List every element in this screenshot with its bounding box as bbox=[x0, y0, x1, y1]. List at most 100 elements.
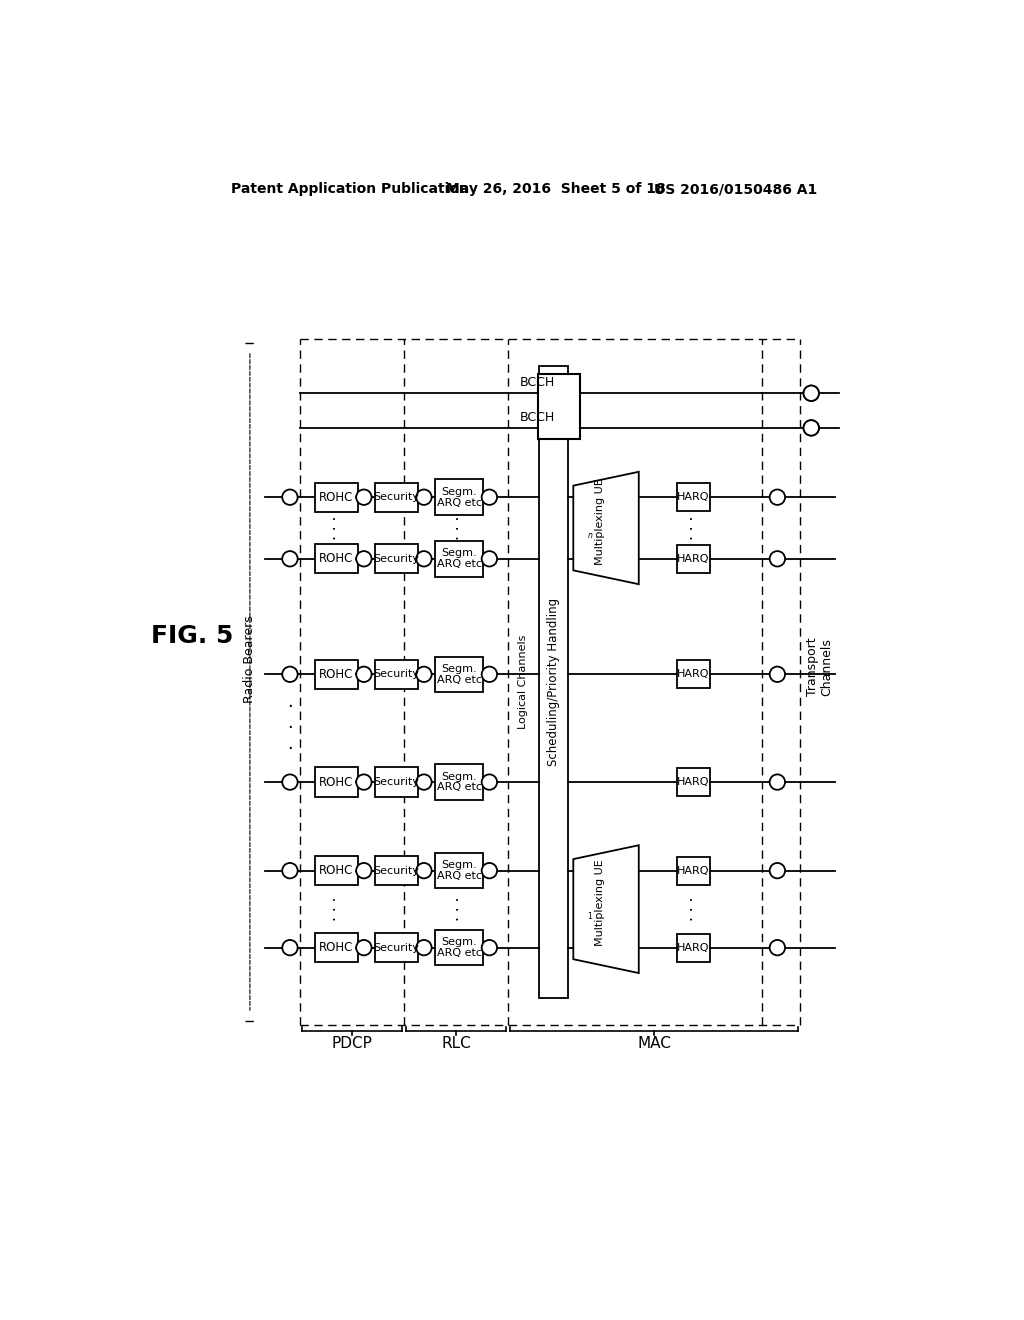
Circle shape bbox=[283, 667, 298, 682]
Bar bbox=[677, 933, 710, 961]
Circle shape bbox=[416, 775, 432, 789]
Text: May 26, 2016  Sheet 5 of 18: May 26, 2016 Sheet 5 of 18 bbox=[446, 182, 666, 197]
Bar bbox=[315, 857, 357, 886]
Bar bbox=[538, 374, 581, 440]
Text: Segm.: Segm. bbox=[441, 664, 477, 675]
Circle shape bbox=[804, 420, 819, 436]
Text: ARQ etc: ARQ etc bbox=[437, 498, 482, 508]
Text: · · ·: · · · bbox=[452, 898, 467, 921]
Bar bbox=[376, 933, 418, 962]
Circle shape bbox=[356, 863, 372, 878]
Text: Security: Security bbox=[374, 554, 420, 564]
Text: Segm.: Segm. bbox=[441, 548, 477, 558]
Circle shape bbox=[770, 552, 785, 566]
Text: Transport
Channels: Transport Channels bbox=[806, 638, 834, 696]
Bar bbox=[435, 541, 483, 577]
Bar bbox=[315, 483, 357, 512]
Text: $_1$: $_1$ bbox=[587, 911, 594, 923]
Text: BCCH: BCCH bbox=[519, 411, 555, 424]
Text: Multiplexing UE: Multiplexing UE bbox=[595, 859, 605, 946]
Bar bbox=[435, 929, 483, 965]
Bar bbox=[435, 764, 483, 800]
Text: Scheduling/Priority Handling: Scheduling/Priority Handling bbox=[547, 598, 560, 766]
Bar bbox=[376, 660, 418, 689]
Bar bbox=[376, 544, 418, 573]
Circle shape bbox=[481, 667, 497, 682]
Text: Patent Application Publication: Patent Application Publication bbox=[230, 182, 468, 197]
Text: Security: Security bbox=[374, 866, 420, 875]
Text: · · ·: · · · bbox=[329, 516, 344, 540]
Bar bbox=[376, 767, 418, 797]
Circle shape bbox=[770, 667, 785, 682]
Text: Multiplexing UE: Multiplexing UE bbox=[595, 478, 605, 565]
Text: RLC: RLC bbox=[441, 1036, 471, 1051]
Text: Logical Channels: Logical Channels bbox=[518, 635, 528, 729]
Text: ARQ etc: ARQ etc bbox=[437, 783, 482, 792]
Bar bbox=[435, 479, 483, 515]
Circle shape bbox=[356, 490, 372, 506]
Circle shape bbox=[416, 490, 432, 506]
Text: ROHC: ROHC bbox=[319, 776, 353, 788]
Text: ROHC: ROHC bbox=[319, 865, 353, 878]
Bar bbox=[315, 660, 357, 689]
Circle shape bbox=[283, 940, 298, 956]
Text: Security: Security bbox=[374, 777, 420, 787]
Text: ROHC: ROHC bbox=[319, 552, 353, 565]
Text: · · ·: · · · bbox=[452, 516, 467, 540]
Circle shape bbox=[770, 940, 785, 956]
Text: FIG. 5: FIG. 5 bbox=[151, 624, 233, 648]
Bar bbox=[435, 656, 483, 692]
Circle shape bbox=[804, 385, 819, 401]
Circle shape bbox=[356, 940, 372, 956]
Circle shape bbox=[481, 552, 497, 566]
Text: ARQ etc: ARQ etc bbox=[437, 871, 482, 880]
Text: HARQ: HARQ bbox=[677, 492, 710, 502]
Text: ROHC: ROHC bbox=[319, 941, 353, 954]
Text: Segm.: Segm. bbox=[441, 772, 477, 781]
Circle shape bbox=[804, 420, 819, 436]
Text: ROHC: ROHC bbox=[319, 668, 353, 681]
Text: HARQ: HARQ bbox=[677, 942, 710, 953]
Bar bbox=[677, 483, 710, 511]
Circle shape bbox=[283, 552, 298, 566]
Polygon shape bbox=[573, 845, 639, 973]
Circle shape bbox=[416, 552, 432, 566]
Circle shape bbox=[481, 775, 497, 789]
Bar bbox=[376, 857, 418, 886]
Circle shape bbox=[356, 775, 372, 789]
Text: Radio Bearers: Radio Bearers bbox=[244, 615, 256, 702]
Bar bbox=[315, 767, 357, 797]
Circle shape bbox=[356, 667, 372, 682]
Text: Security: Security bbox=[374, 942, 420, 953]
Text: ARQ etc: ARQ etc bbox=[437, 948, 482, 958]
Circle shape bbox=[481, 490, 497, 506]
Bar bbox=[539, 367, 568, 998]
Text: HARQ: HARQ bbox=[677, 554, 710, 564]
Text: $_n$: $_n$ bbox=[587, 531, 594, 541]
Circle shape bbox=[481, 940, 497, 956]
Polygon shape bbox=[573, 471, 639, 585]
Circle shape bbox=[481, 863, 497, 878]
Text: BCCH: BCCH bbox=[519, 376, 555, 389]
Text: HARQ: HARQ bbox=[677, 777, 710, 787]
Text: HARQ: HARQ bbox=[677, 866, 710, 875]
Bar bbox=[677, 857, 710, 884]
Circle shape bbox=[283, 863, 298, 878]
Text: ARQ etc: ARQ etc bbox=[437, 560, 482, 569]
Circle shape bbox=[416, 863, 432, 878]
Circle shape bbox=[770, 775, 785, 789]
Circle shape bbox=[804, 385, 819, 401]
Circle shape bbox=[416, 940, 432, 956]
Text: PDCP: PDCP bbox=[332, 1036, 373, 1051]
Text: ARQ etc: ARQ etc bbox=[437, 675, 482, 685]
Circle shape bbox=[283, 775, 298, 789]
Bar bbox=[677, 768, 710, 796]
Text: Segm.: Segm. bbox=[441, 861, 477, 870]
Text: MAC: MAC bbox=[637, 1036, 671, 1051]
Text: ROHC: ROHC bbox=[319, 491, 353, 504]
Text: US 2016/0150486 A1: US 2016/0150486 A1 bbox=[654, 182, 817, 197]
Bar bbox=[315, 933, 357, 962]
Text: Security: Security bbox=[374, 492, 420, 502]
Text: HARQ: HARQ bbox=[677, 669, 710, 680]
Text: · · ·: · · · bbox=[329, 898, 344, 921]
